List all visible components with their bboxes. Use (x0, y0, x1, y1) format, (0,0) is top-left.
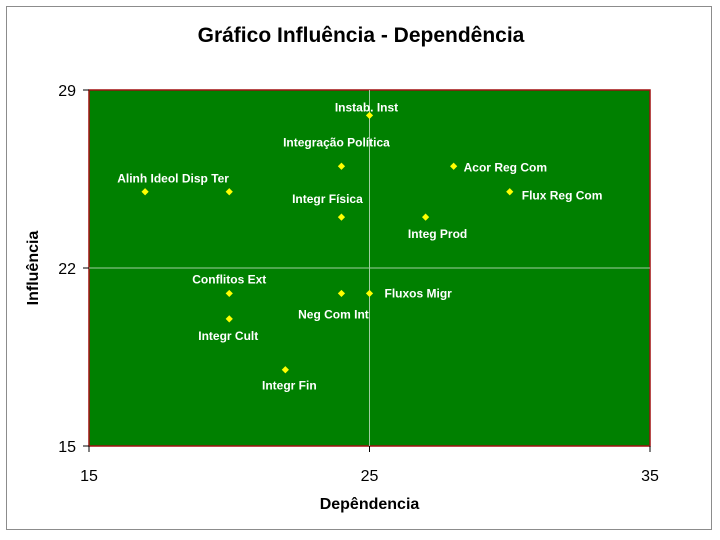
data-point-label: Integr Fin (262, 379, 317, 393)
chart-title: Gráfico Influência - Dependência (198, 24, 525, 47)
data-point-label: Flux Reg Com (522, 189, 603, 203)
data-point-marker (141, 188, 149, 196)
y-tick-label: 29 (58, 83, 76, 100)
data-point-marker (337, 213, 346, 221)
data-labels: Instab. Inst Integração Política Acor Reg … (117, 100, 602, 392)
data-point-marker (365, 289, 374, 298)
data-points (141, 111, 514, 374)
data-point-label: Acor Reg Com (464, 160, 547, 174)
axis-ticks (83, 89, 651, 452)
data-point-label: Neg Com Int (298, 307, 369, 321)
data-point-marker (365, 111, 374, 120)
x-axis-title: Depêndencia (320, 496, 420, 513)
data-point-label: Integração Política (283, 135, 390, 149)
x-tick-label: 15 (80, 468, 98, 485)
data-point-marker (225, 289, 233, 298)
data-point-marker (450, 162, 458, 170)
data-point-marker (225, 188, 233, 196)
data-point-label: Instab. Inst (335, 100, 398, 114)
y-tick-label: 22 (58, 261, 76, 278)
data-point-marker (506, 188, 514, 196)
y-axis-title: Influência (25, 231, 42, 306)
data-point-label: Conflitos Ext (192, 272, 266, 286)
data-point-label: Alinh Ideol Disp Ter (117, 172, 229, 186)
data-point-label: Integ Prod (408, 227, 467, 241)
data-point-label: Integr Cult (198, 329, 258, 343)
data-point-marker (337, 289, 346, 298)
data-point-marker (422, 213, 430, 221)
data-point-marker (337, 162, 346, 170)
x-tick-label: 25 (361, 468, 379, 485)
y-tick-label: 15 (58, 439, 76, 456)
x-tick-label: 35 (641, 468, 659, 485)
data-point-label: Integr Física (292, 192, 363, 206)
data-point-label: Fluxos Migr (385, 286, 453, 300)
data-point-marker (281, 366, 289, 374)
data-point-marker (225, 315, 233, 323)
